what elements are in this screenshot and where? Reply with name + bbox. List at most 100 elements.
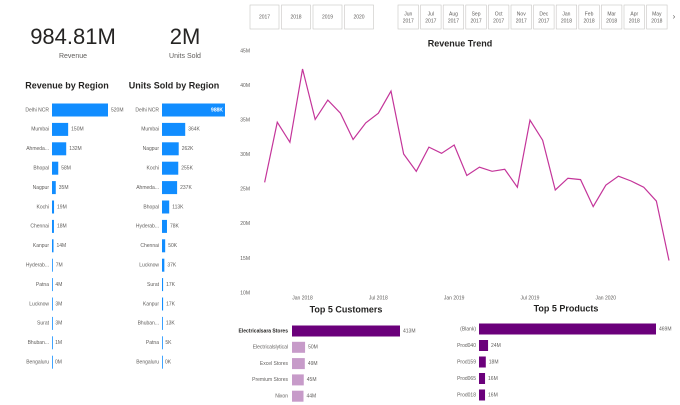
data-label: 18M: [489, 359, 499, 365]
month-button[interactable]: [465, 4, 487, 30]
bar[interactable]: [52, 239, 54, 253]
category-label: Mumbai: [141, 127, 159, 133]
card-label: Revenue: [59, 53, 87, 60]
data-label: 49M: [308, 361, 318, 367]
month-year: 2017: [493, 18, 504, 24]
bar[interactable]: [162, 181, 178, 195]
month-button[interactable]: [646, 4, 668, 30]
month-label: Dec: [539, 11, 548, 17]
month-button[interactable]: [601, 4, 623, 30]
bar[interactable]: [52, 103, 108, 117]
data-label: 0K: [165, 360, 172, 366]
month-button[interactable]: [397, 4, 419, 30]
data-label: 19M: [57, 204, 67, 210]
bar[interactable]: [162, 219, 167, 233]
bar[interactable]: [479, 373, 486, 384]
data-label: 5K: [165, 340, 172, 346]
bar[interactable]: [162, 355, 163, 369]
data-label: 13K: [166, 321, 176, 327]
year-button[interactable]: [249, 4, 280, 30]
bar[interactable]: [162, 297, 164, 311]
year-button[interactable]: [281, 4, 311, 30]
month-year: 2018: [583, 18, 594, 24]
data-label: 24M: [491, 343, 501, 349]
bar[interactable]: [162, 142, 179, 156]
data-label: 3M: [55, 301, 62, 307]
x-tick-label: Jan 2019: [444, 295, 465, 301]
bar[interactable]: [52, 297, 53, 311]
data-label: 4M: [55, 282, 62, 288]
month-button[interactable]: [420, 4, 442, 30]
bar[interactable]: [52, 316, 53, 330]
data-label: 3M: [55, 321, 62, 327]
bar[interactable]: [292, 325, 400, 337]
y-tick-label: 15M: [240, 256, 250, 262]
data-label: 1M: [55, 340, 62, 346]
bar[interactable]: [52, 200, 55, 214]
category-label: Patna: [146, 340, 159, 346]
bar[interactable]: [479, 389, 486, 401]
month-label: Nov: [517, 11, 526, 17]
chart-title: Top 5 Customers: [310, 304, 383, 314]
data-label: 14M: [57, 243, 67, 249]
category-label: Bengaluru: [136, 360, 159, 366]
year-label: 2019: [322, 14, 333, 20]
bar[interactable]: [292, 341, 306, 353]
bar[interactable]: [162, 336, 163, 350]
bar[interactable]: [52, 142, 67, 156]
bar[interactable]: [162, 316, 163, 330]
month-button[interactable]: [533, 4, 555, 30]
month-button[interactable]: [555, 4, 578, 30]
bar[interactable]: [52, 355, 53, 369]
bar[interactable]: [52, 336, 53, 350]
bar[interactable]: [162, 239, 166, 253]
bar[interactable]: [479, 356, 486, 368]
data-label: 150M: [71, 127, 84, 133]
bar[interactable]: [162, 161, 179, 175]
x-tick-label: Jul 2018: [369, 295, 388, 301]
data-label: 413M: [403, 328, 416, 334]
month-year: 2017: [538, 18, 549, 24]
chevron[interactable]: ›: [673, 12, 676, 21]
bar[interactable]: [162, 200, 170, 214]
category-label: Lucknow: [139, 263, 159, 269]
category-label: Bhuban...: [28, 340, 49, 346]
bar[interactable]: [479, 340, 489, 351]
bar[interactable]: [52, 258, 53, 272]
month-label: Apr: [630, 11, 638, 17]
bar[interactable]: [292, 390, 304, 402]
year-button[interactable]: [344, 4, 374, 30]
bar[interactable]: [162, 278, 164, 292]
month-button[interactable]: [510, 4, 532, 30]
bar[interactable]: [162, 103, 225, 117]
x-tick-label: Jan 2020: [596, 295, 617, 301]
month-button[interactable]: [488, 4, 510, 30]
bar[interactable]: [292, 358, 305, 370]
category-label: Excel Stores: [260, 361, 289, 367]
category-label: Kanpur: [33, 243, 49, 249]
month-button[interactable]: [442, 4, 465, 30]
bar[interactable]: [292, 374, 304, 386]
bar[interactable]: [52, 219, 54, 233]
data-label: 17K: [166, 282, 176, 288]
year-button[interactable]: [312, 4, 343, 30]
bar[interactable]: [479, 323, 656, 335]
month-label: Jan: [562, 11, 570, 17]
category-label: Bhuban...: [138, 321, 159, 327]
bar[interactable]: [52, 161, 59, 175]
month-button[interactable]: [578, 4, 600, 30]
data-label: 44M: [307, 394, 317, 400]
data-label: 469M: [659, 326, 672, 332]
data-label: 113K: [172, 204, 184, 210]
bar[interactable]: [162, 122, 186, 136]
bar[interactable]: [52, 122, 69, 136]
bar[interactable]: [52, 278, 53, 292]
data-label: 58M: [61, 166, 71, 172]
bar[interactable]: [162, 258, 165, 272]
category-label: Hyderab...: [26, 263, 49, 269]
bar[interactable]: [52, 181, 56, 195]
data-label: 255K: [181, 166, 193, 172]
month-year: 2017: [448, 18, 459, 24]
month-year: 2017: [516, 18, 527, 24]
month-button[interactable]: [623, 4, 645, 30]
